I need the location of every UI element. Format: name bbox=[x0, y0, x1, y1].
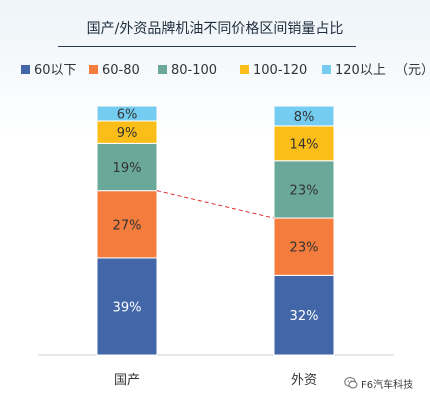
watermark-text: F6汽车科技 bbox=[361, 379, 414, 391]
data-label: 6% bbox=[117, 107, 138, 122]
data-label: 14% bbox=[290, 137, 319, 152]
data-label: 27% bbox=[113, 218, 142, 233]
connector-line bbox=[156, 190, 275, 219]
bar-segment bbox=[96, 105, 158, 122]
legend-swatch bbox=[89, 65, 98, 74]
legend-label: 60以下 bbox=[34, 63, 77, 78]
bar-segment bbox=[96, 257, 158, 356]
data-label: 8% bbox=[294, 110, 315, 125]
x-tick-labels: 国产 外资 bbox=[114, 373, 317, 388]
legend-swatch bbox=[322, 65, 331, 74]
bar-segment bbox=[273, 217, 335, 276]
bar-segment bbox=[273, 160, 335, 219]
bar-segment bbox=[273, 274, 335, 356]
watermark: F6汽车科技 bbox=[344, 374, 413, 392]
legend-label: 120以上 bbox=[335, 63, 386, 78]
legend: 60以下 60-80 80-100 100-120 120以上 （元） bbox=[21, 63, 430, 78]
legend-label: 60-80 bbox=[102, 63, 140, 78]
chart-title: 国产/外资品牌机油不同价格区间销量占比 bbox=[86, 21, 344, 37]
legend-swatch bbox=[240, 65, 249, 74]
bar-segment bbox=[273, 105, 335, 127]
bars: 39% 27% 19% 9% 6% 32% 23% 23% 14% 8% bbox=[96, 105, 335, 356]
legend-unit-label: （元） bbox=[395, 63, 430, 78]
wechat-icon bbox=[344, 377, 358, 389]
x-tick-label: 国产 bbox=[114, 373, 140, 388]
legend-swatch bbox=[158, 65, 167, 74]
legend-label: 100-120 bbox=[253, 63, 307, 78]
data-label: 23% bbox=[290, 183, 319, 198]
legend-swatch bbox=[21, 65, 30, 74]
connectors bbox=[156, 190, 275, 219]
bar-segment bbox=[96, 142, 158, 192]
legend-label: 80-100 bbox=[171, 63, 217, 78]
data-label: 23% bbox=[290, 241, 319, 256]
data-label: 19% bbox=[113, 161, 142, 176]
x-tick-label: 外资 bbox=[291, 373, 317, 388]
data-label: 9% bbox=[117, 126, 138, 141]
data-label: 39% bbox=[113, 300, 142, 315]
data-label: 32% bbox=[290, 309, 319, 324]
title-underline bbox=[58, 46, 356, 47]
